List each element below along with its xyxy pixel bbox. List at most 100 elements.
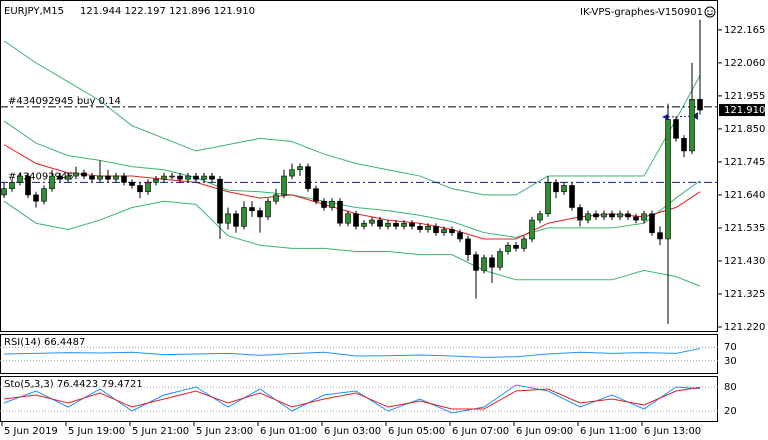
candle-body [209,175,215,180]
candle-body [553,182,559,193]
y-tick-label: 121.220 [724,322,765,333]
candle-body [137,185,143,193]
y-tick-label: 80 [724,382,737,393]
x-tick-label: 6 Jun 01:00 [260,426,317,437]
candle-body [681,138,687,152]
y-tick-label: 121.745 [724,157,765,168]
candle-body [313,188,319,202]
y-tick-label: 121.325 [724,289,765,300]
candle-body [289,169,295,177]
y-tick-label: 121.640 [724,190,765,201]
candle-body [521,238,527,249]
y-tick-label: 70 [724,342,737,353]
candle-body [33,194,39,202]
indicator-line [3,200,701,287]
candle-body [665,119,671,240]
candle-body [305,166,311,189]
candle-body [569,185,575,208]
candle-body [201,175,207,180]
candle-body [593,213,599,218]
y-tick-label: 30 [724,356,737,367]
candle-body [89,175,95,180]
candle-body [353,213,359,227]
x-tick-label: 6 Jun 03:00 [324,426,381,437]
order-label: #434092945 buy 0.14 [8,96,121,107]
candle-body [65,175,71,180]
candle-body [689,99,695,152]
main-frame [0,0,718,332]
candle-body [545,182,551,215]
candle-body [217,178,223,224]
candle-body [225,213,231,224]
candle-body [697,99,703,111]
candle-body [601,213,607,218]
candle-body [17,175,23,183]
candle-body [577,207,583,221]
x-tick-label: 5 Jun 21:00 [132,426,189,437]
panel-title: Sto(5,3,3) 76.4423 79.4721 [4,379,143,390]
candle-body [377,219,383,227]
candle-body [105,175,111,180]
candle-body [449,229,455,233]
candle-body [425,226,431,230]
candle-body [561,185,567,193]
candle-body [241,207,247,227]
last-price-tag [719,104,765,117]
candle-body [441,229,447,233]
candle-body [393,222,399,227]
candle-body [9,182,15,189]
candle-body [49,175,55,189]
candle-body [529,219,535,240]
y-tick-label: 122.165 [724,25,765,36]
candle-body [649,213,655,233]
candle-body [1,188,7,196]
candle-body [657,232,663,240]
candle-body [345,213,351,224]
indicator-line [3,40,701,196]
candle-body [321,200,327,208]
y-tick-label: 20 [724,406,737,417]
order-label: #434092945 [8,171,74,182]
candle-body [177,175,183,180]
candle-body [25,175,31,196]
candle-body [641,213,647,221]
candle-body [169,175,175,178]
candle-body [297,166,303,171]
candle-body [57,175,63,180]
candle-body [145,182,151,193]
candle-body [409,222,415,227]
quote: 121.944 122.197 121.896 121.910 [80,6,255,17]
candle-body [609,213,615,218]
candle-body [673,119,679,139]
candle-body [417,226,423,230]
candle-body [265,200,271,218]
x-tick-label: 6 Jun 05:00 [388,426,445,437]
rsi-frame [0,334,718,374]
candle-body [537,213,543,221]
candle-body [97,175,103,180]
x-tick-label: 6 Jun 11:00 [580,426,637,437]
candle-body [505,244,511,252]
candle-body [185,175,191,180]
candle-body [73,172,79,177]
x-tick-label: 6 Jun 07:00 [452,426,509,437]
indicator-line [3,386,701,410]
candle-body [457,232,463,240]
candle-body [385,222,391,227]
candle-body [233,213,239,227]
candle-body [465,238,471,255]
candle-body [337,200,343,224]
candle-body [617,213,623,218]
x-tick-label: 5 Jun 23:00 [196,426,253,437]
candle-body [513,244,519,249]
last-price-label: 121.910 [724,105,765,116]
stoch-frame [0,376,718,422]
candle-body [193,175,199,180]
x-tick-label: 6 Jun 09:00 [516,426,573,437]
candle-body [625,213,631,218]
y-tick-label: 121.955 [724,91,765,102]
x-tick-label: 5 Jun 19:00 [68,426,125,437]
indicator-line [3,120,701,238]
indicator-line [3,348,701,358]
candle-body [585,213,591,221]
